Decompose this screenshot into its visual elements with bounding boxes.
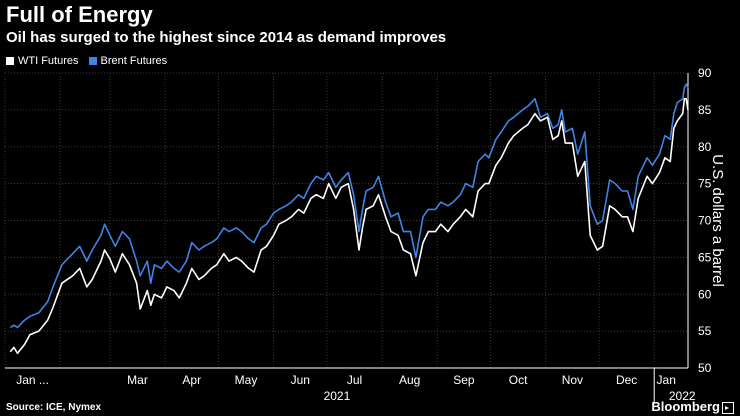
- chart-title: Full of Energy: [6, 2, 153, 27]
- y-tick-label: 90: [698, 66, 712, 80]
- x-tick-label: Jun: [291, 373, 310, 387]
- y-tick-label: 65: [698, 250, 712, 264]
- legend-item-wti: WTI Futures: [6, 55, 79, 67]
- legend-swatch-wti: [6, 57, 14, 65]
- y-tick-label: 50: [698, 361, 712, 375]
- chart-subtitle: Oil has surged to the highest since 2014…: [6, 29, 447, 46]
- legend-label-brent: Brent Futures: [100, 55, 168, 67]
- legend: WTI Futures Brent Futures: [6, 55, 167, 67]
- x-tick-label: Mar: [127, 373, 148, 387]
- source-note: Source: ICE, Nymex: [6, 402, 102, 413]
- x-tick-label: Nov: [562, 373, 583, 387]
- year-label: 2021: [324, 389, 351, 403]
- y-tick-label: 80: [698, 140, 712, 154]
- x-tick-label: Dec: [616, 373, 637, 387]
- x-tick-label: Sep: [453, 373, 475, 387]
- year-label: 2022: [669, 389, 696, 403]
- x-tick-label: May: [235, 373, 258, 387]
- legend-label-wti: WTI Futures: [18, 55, 79, 67]
- y-tick-label: 55: [698, 324, 712, 338]
- x-tick-label: Jan ...: [16, 373, 49, 387]
- x-tick-label: Jul: [347, 373, 362, 387]
- x-tick-label: Oct: [509, 373, 528, 387]
- bloomberg-arrow-icon: [722, 402, 734, 414]
- x-tick-label: Jan: [657, 373, 676, 387]
- y-tick-label: 85: [698, 103, 712, 117]
- x-tick-label: Apr: [182, 373, 201, 387]
- y-tick-label: 75: [698, 177, 712, 191]
- y-tick-label: 70: [698, 214, 712, 228]
- series-line-wti: [9, 98, 689, 355]
- y-tick-label: 60: [698, 287, 712, 301]
- x-tick-label: Aug: [399, 373, 420, 387]
- brand-logo: Bloomberg: [651, 399, 720, 414]
- legend-swatch-brent: [88, 57, 97, 65]
- series-line-brent: [9, 83, 689, 329]
- y-axis-title: U.S. dollars a barrel: [709, 154, 726, 287]
- legend-item-brent: Brent Futures: [88, 55, 168, 67]
